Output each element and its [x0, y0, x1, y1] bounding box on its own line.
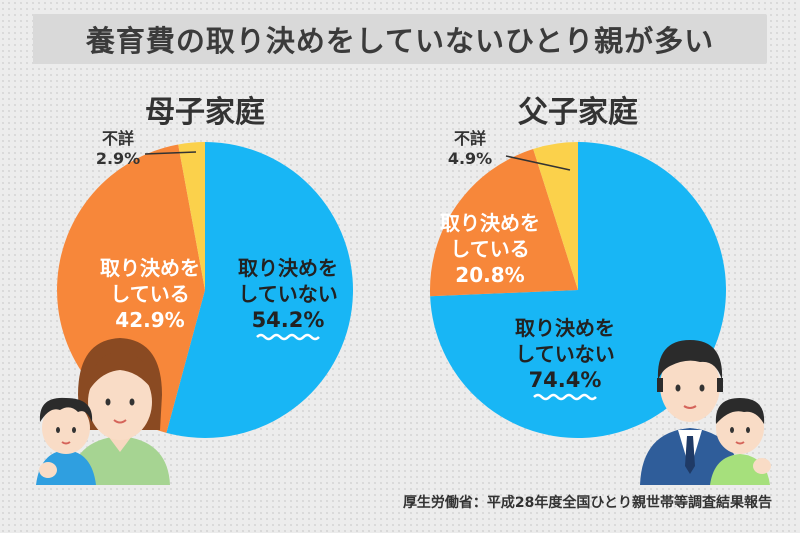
- slice-name-label: 取り決めを: [440, 211, 540, 235]
- slice-name-label: 取り決めを: [100, 256, 200, 280]
- slice-value-label: 20.8%: [455, 263, 524, 287]
- slice-name-label: 取り決めを: [515, 316, 615, 340]
- slice-value-label: 54.2%: [252, 308, 325, 332]
- pie-slice: [430, 148, 578, 297]
- mother-and-son-illustration: [36, 338, 170, 485]
- pie-title: 母子家庭: [145, 95, 265, 130]
- slice-value-label: 74.4%: [529, 368, 602, 392]
- slice-name-label: 取り決めを: [238, 256, 338, 280]
- source-note: 厚生労働省：平成28年度全国ひとり親世帯等調査結果報告: [402, 495, 772, 511]
- pie-slice: [533, 142, 578, 290]
- pie-slice: [178, 142, 205, 290]
- value-underline: [533, 393, 597, 401]
- slice-label: 不詳2.9%: [96, 129, 140, 168]
- pie-slice: [430, 142, 727, 439]
- father-and-son-illustration: [640, 340, 771, 485]
- slice-name-label: 不詳: [102, 129, 134, 148]
- slice-name-label: している: [110, 282, 189, 306]
- slice-name-label: していない: [515, 342, 614, 366]
- value-underline: [256, 333, 320, 341]
- slice-name-label: 不詳: [454, 129, 486, 148]
- slice-name-label: していない: [238, 282, 337, 306]
- slice-value-label: 42.9%: [115, 308, 184, 332]
- callout-leader-line: [144, 151, 197, 155]
- slice-label: 不詳4.9%: [448, 129, 492, 168]
- slice-value-label: 2.9%: [96, 149, 140, 168]
- page-title: 養育費の取り決めをしていないひとり親が多い: [33, 14, 767, 64]
- callout-leader-line: [505, 155, 571, 171]
- slice-name-label: している: [450, 237, 529, 261]
- pie-title: 父子家庭: [518, 95, 638, 130]
- slice-value-label: 4.9%: [448, 149, 492, 168]
- pie-slice: [166, 142, 354, 439]
